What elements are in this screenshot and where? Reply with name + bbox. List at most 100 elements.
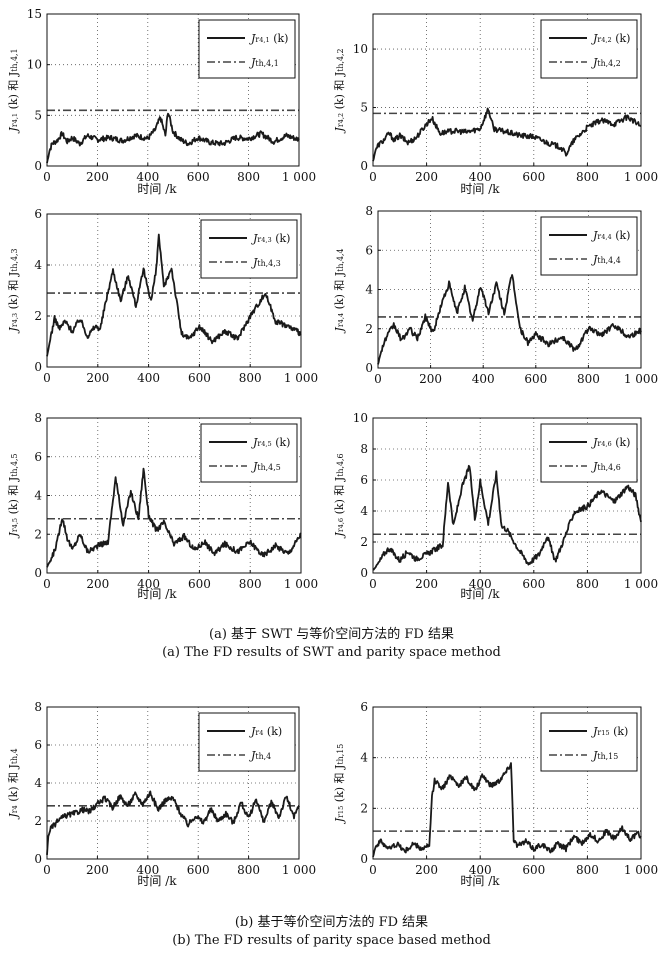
chart-panel-2: 0 200 400 600 800 1 000 0 5 10 时间 /k Jr4,2 (k) 和 J… xyxy=(333,13,658,196)
caption-a-english: (a) The FD results of SWT and parity spa… xyxy=(162,645,501,660)
legend: Jr4,6 (k) Jth,4,6 xyxy=(540,423,638,483)
chart-panel-5: 0 200 400 600 800 1 000 0 2 4 6 8 时间 /k Jr4,5 (k) 和 … xyxy=(7,411,318,601)
x-tick-label: 800 xyxy=(237,170,260,184)
legend-label-threshold: Jth,4,5 xyxy=(251,460,281,473)
residual-series-line xyxy=(372,464,642,571)
x-tick-label: 1 000 xyxy=(624,863,658,877)
y-tick-label: 2 xyxy=(34,814,42,828)
axes-frame xyxy=(372,706,642,860)
y-tick-label: 2 xyxy=(34,309,42,323)
chart-panel-8: 0 200 400 600 800 1 000 0 2 4 6 时间 /k Jr15 (k) 和 Jt… xyxy=(333,700,658,888)
y-tick-label: 4 xyxy=(360,751,368,765)
axes-frame xyxy=(372,13,642,167)
x-tick-label: 400 xyxy=(469,170,492,184)
legend-box xyxy=(198,712,296,772)
y-axis-label: Jr4,5 (k) 和 Jth,4,5 xyxy=(7,453,20,538)
residual-series-line xyxy=(377,274,642,365)
caption-b-chinese: (b) 基于等价空间方法的 FD 结果 xyxy=(234,915,429,930)
axes-frame xyxy=(46,213,302,368)
x-tick-label: 0 xyxy=(369,863,377,877)
legend-box xyxy=(200,219,298,279)
axes-frame xyxy=(46,13,300,167)
residual-series-line xyxy=(46,233,302,357)
y-tick-label: 8 xyxy=(34,411,42,425)
legend-label-threshold: Jth,4,3 xyxy=(251,256,281,269)
x-tick-label: 800 xyxy=(577,372,600,386)
y-axis-label: Jr4,1 (k) 和 Jth,4,1 xyxy=(7,48,20,133)
y-tick-label: 10 xyxy=(353,411,368,425)
legend-label-threshold: Jth,4,2 xyxy=(591,56,621,69)
x-tick-label: 400 xyxy=(469,863,492,877)
x-tick-label: 400 xyxy=(469,577,492,591)
x-tick-label: 0 xyxy=(43,577,51,591)
legend-label-residual: Jr4 (k) xyxy=(249,725,282,738)
x-axis-label: 时间 /k xyxy=(460,587,500,601)
residual-series-line xyxy=(46,112,300,164)
legend-box xyxy=(540,19,638,79)
x-tick-label: 0 xyxy=(43,170,51,184)
legend: Jr15 (k) Jth,15 xyxy=(540,712,638,772)
chart-panel-3: 0 200 400 600 800 1 000 0 2 4 6 Jr4,3 (k) 和 Jth,4,… xyxy=(7,207,318,385)
legend-box xyxy=(198,19,296,79)
y-axis-label: Jr4,4 (k) 和 Jth,4,4 xyxy=(333,248,346,333)
y-tick-label: 0 xyxy=(360,159,368,173)
x-axis-label: 时间 /k xyxy=(460,182,500,196)
x-tick-label: 0 xyxy=(369,577,377,591)
x-tick-label: 200 xyxy=(419,372,442,386)
x-axis-label: 时间 /k xyxy=(137,874,177,888)
legend-box xyxy=(540,216,638,276)
y-tick-label: 0 xyxy=(360,852,368,866)
y-tick-label: 0 xyxy=(34,360,42,374)
legend: Jr4,5 (k) Jth,4,5 xyxy=(200,423,298,483)
y-tick-label: 0 xyxy=(360,566,368,580)
y-tick-label: 6 xyxy=(34,738,42,752)
chart-panel-4: 0 200 400 600 800 1 000 0 2 4 6 8 Jr4,4 (k) 和 Jth,4… xyxy=(333,204,658,386)
x-tick-label: 400 xyxy=(136,863,159,877)
y-tick-label: 8 xyxy=(34,700,42,714)
legend-box xyxy=(200,423,298,483)
y-axis-label: Jr4 (k) 和 Jth,4 xyxy=(7,748,20,819)
legend: Jr4,3 (k) Jth,4,3 xyxy=(200,219,298,279)
legend-label-threshold: Jth,4 xyxy=(249,749,271,762)
residual-series-line xyxy=(372,762,642,858)
x-tick-label: 200 xyxy=(415,577,438,591)
x-tick-label: 800 xyxy=(576,170,599,184)
y-tick-label: 4 xyxy=(360,504,368,518)
legend-label-residual: Jr15 (k) xyxy=(591,725,628,738)
legend: Jr4,2 (k) Jth,4,2 xyxy=(540,19,638,79)
x-tick-label: 600 xyxy=(522,577,545,591)
x-tick-label: 600 xyxy=(187,170,210,184)
chart-panel-1: 0 200 400 600 800 1 000 0 5 10 15 时间 /k Jr4,1 (k) 和… xyxy=(7,7,316,196)
y-tick-label: 0 xyxy=(34,159,42,173)
y-tick-label: 4 xyxy=(365,283,373,297)
y-tick-label: 6 xyxy=(365,243,373,257)
x-tick-label: 600 xyxy=(522,170,545,184)
x-tick-label: 600 xyxy=(187,863,210,877)
legend-label-residual: Jr4,1 (k) xyxy=(249,32,288,45)
y-tick-label: 6 xyxy=(360,700,368,714)
x-tick-label: 1 000 xyxy=(282,863,316,877)
y-tick-label: 0 xyxy=(365,361,373,375)
x-tick-label: 1 000 xyxy=(624,372,658,386)
x-tick-label: 800 xyxy=(237,863,260,877)
axes-frame xyxy=(372,417,642,574)
x-tick-label: 800 xyxy=(576,577,599,591)
x-tick-label: 0 xyxy=(43,863,51,877)
residual-series-line xyxy=(372,107,642,162)
x-tick-label: 200 xyxy=(415,170,438,184)
y-tick-label: 4 xyxy=(34,776,42,790)
x-tick-label: 800 xyxy=(576,863,599,877)
y-axis-label: Jr4,2 (k) 和 Jth,4,2 xyxy=(333,48,346,133)
x-tick-label: 600 xyxy=(188,577,211,591)
chart-panel-7: 0 200 400 600 800 1 000 0 2 4 6 8 时间 /k Jr4 (k) 和 Jt… xyxy=(7,700,316,888)
caption-b-english: (b) The FD results of parity space based… xyxy=(172,933,491,948)
y-tick-label: 10 xyxy=(353,42,368,56)
legend-label-residual: Jr4,5 (k) xyxy=(251,436,290,449)
chart-panel-6: 0 200 400 600 800 1 000 0 2 4 6 8 10 时间 /k Jr4,6 (k) … xyxy=(333,411,658,601)
y-tick-label: 2 xyxy=(34,527,42,541)
legend-label-threshold: Jth,4,1 xyxy=(249,56,279,69)
x-tick-label: 200 xyxy=(415,863,438,877)
x-tick-label: 1 000 xyxy=(284,577,318,591)
legend-label-threshold: Jth,15 xyxy=(591,749,618,762)
